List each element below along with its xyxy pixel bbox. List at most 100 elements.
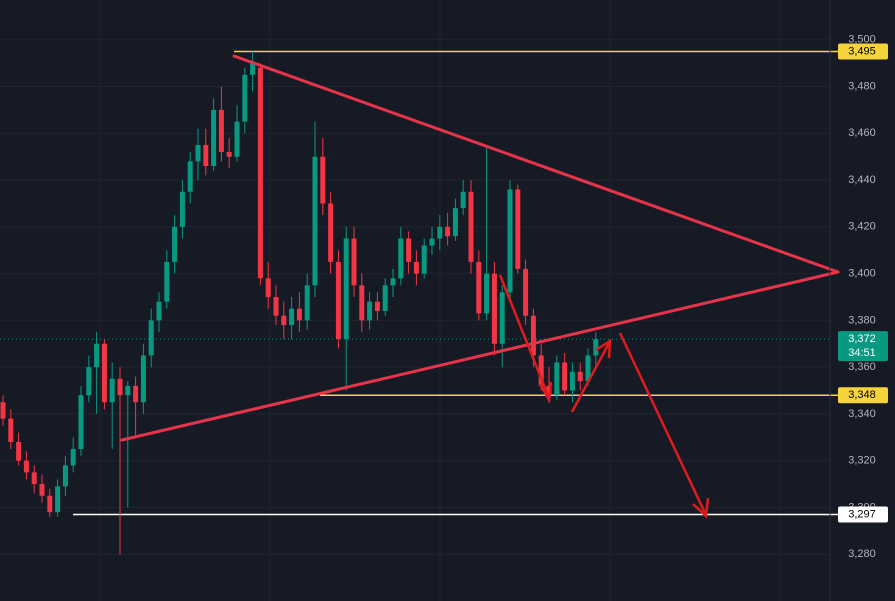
candle-body [413, 261, 419, 274]
candle-body [8, 418, 14, 442]
candle-body [343, 238, 349, 340]
y-tick-label: 3,380 [848, 314, 876, 326]
candle-body [320, 156, 326, 204]
candle-body [530, 315, 536, 356]
price-axis: 3,2803,3003,3203,3403,3603,3803,4003,420… [838, 34, 888, 560]
candle-body [218, 109, 224, 153]
triangle [120, 54, 840, 442]
candle-body [476, 261, 482, 314]
candle-body [164, 261, 170, 302]
level-box [838, 387, 888, 404]
candle-body [382, 285, 388, 312]
arrows [498, 274, 710, 519]
candle-body [94, 343, 100, 368]
y-tick-label: 3,280 [848, 548, 876, 560]
candle-body [70, 448, 76, 466]
candle-body [187, 161, 193, 192]
candle-body [117, 378, 123, 396]
candle-body [499, 292, 505, 344]
y-tick-label: 3,480 [848, 80, 876, 92]
candle-body [359, 285, 365, 321]
y-tick-label: 3,440 [848, 174, 876, 186]
candle-body [226, 152, 232, 157]
candle-body [491, 273, 497, 344]
y-tick-label: 3,360 [848, 361, 876, 373]
levels [0, 50, 838, 516]
y-tick-label: 3,500 [848, 34, 876, 46]
candle-body [23, 460, 29, 473]
candle-body [16, 441, 22, 461]
candle-body [562, 362, 568, 391]
candle-body [133, 385, 139, 403]
candle-body [265, 278, 271, 297]
candle-body [569, 371, 575, 391]
candle-body [335, 261, 341, 340]
candle-body [468, 191, 474, 262]
candle-body [179, 191, 185, 227]
candle-body [484, 273, 490, 314]
candle-body [140, 355, 146, 403]
candle-body [109, 378, 115, 403]
candle-body [374, 301, 380, 312]
candle-body [398, 238, 404, 279]
candles [0, 51, 599, 555]
candle-body [211, 109, 217, 167]
last-price-label: 3,372 [848, 333, 876, 345]
candle-body [86, 367, 92, 396]
candle-body [55, 486, 61, 513]
candle-body [515, 189, 521, 269]
candle-body [125, 385, 131, 396]
candle-body [172, 226, 178, 262]
y-tick-label: 3,400 [848, 268, 876, 280]
candle-body [351, 238, 357, 286]
vertical-grid [99, 0, 781, 601]
y-tick-label: 3,340 [848, 408, 876, 420]
candle-body [367, 301, 373, 321]
candle-body [312, 156, 318, 286]
candle-body [289, 308, 295, 326]
candle-body [148, 320, 154, 356]
candle-body [507, 189, 513, 293]
candle-body [257, 67, 263, 279]
candle-body [39, 484, 45, 496]
candle-body [390, 278, 396, 286]
candle-body [585, 355, 591, 382]
candle-body [156, 301, 162, 321]
level-box [838, 506, 888, 523]
candle-body [250, 63, 256, 75]
level-label: 3,348 [848, 389, 876, 401]
candle-body [593, 339, 599, 356]
level-label: 3,495 [848, 45, 876, 57]
candle-body [452, 208, 458, 237]
y-tick-label: 3,420 [848, 221, 876, 233]
candle-body [78, 395, 84, 449]
candle-body [460, 191, 466, 209]
candle-body [328, 203, 334, 262]
candle-body [242, 74, 248, 122]
candle-body [538, 355, 544, 386]
y-tick-label: 3,320 [848, 455, 876, 467]
level-label: 3,297 [848, 508, 876, 520]
candle-body [203, 144, 209, 167]
candle-body [523, 268, 529, 316]
countdown: 34:51 [848, 347, 876, 359]
candle-body [273, 296, 279, 316]
grid [0, 39, 830, 555]
candle-body [304, 285, 310, 321]
candle-body [195, 144, 201, 162]
candle-body [445, 226, 451, 237]
candle-body [31, 472, 37, 485]
candle-body [234, 121, 240, 157]
level-box [838, 43, 888, 60]
y-tick-label: 3,460 [848, 127, 876, 139]
candle-body [0, 402, 6, 419]
candle-body [554, 362, 560, 396]
candle-body [62, 465, 68, 487]
candle-body [281, 315, 287, 326]
last-price-box [838, 331, 888, 362]
candle-body [47, 495, 53, 513]
candle-body [406, 238, 412, 262]
